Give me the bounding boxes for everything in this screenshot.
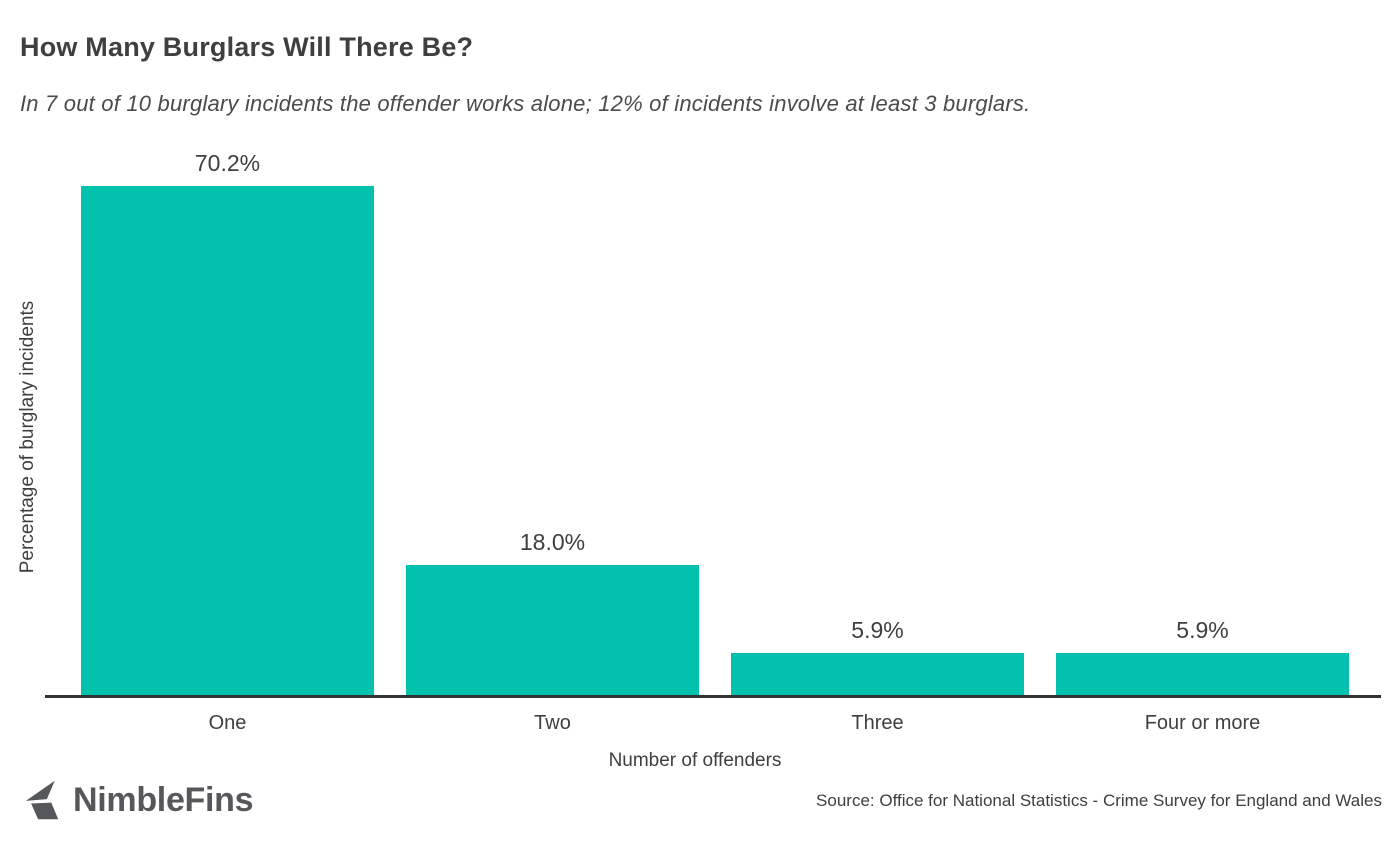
nimblefins-fin-icon (25, 780, 59, 820)
category-label-two: Two (534, 712, 571, 734)
category-label-one: One (208, 712, 247, 734)
category-label-three: Three (851, 712, 904, 734)
bar-three (731, 653, 1024, 696)
x-axis-line (45, 695, 1381, 698)
x-axis-title: Number of offenders (608, 750, 782, 771)
bar-two (406, 565, 699, 696)
y-axis-label: Percentage of burglary incidents (17, 300, 38, 574)
brand-name: NimbleFins (73, 780, 254, 819)
value-label-three: 5.9% (851, 617, 904, 643)
value-label-four-or-more: 5.9% (1176, 617, 1229, 643)
source-attribution: Source: Office for National Statistics -… (816, 791, 1382, 810)
chart-subtitle: In 7 out of 10 burglary incidents the of… (20, 91, 1031, 116)
bar-four-or-more (1056, 653, 1349, 696)
plot-area: 70.2% 18.0% 5.9% 5.9% (45, 140, 1380, 696)
brand-logo: NimbleFins (18, 778, 254, 822)
chart-title: How Many Burglars Will There Be? (20, 32, 474, 62)
bar-one (81, 186, 374, 696)
value-label-two: 18.0% (519, 529, 586, 555)
category-label-four-or-more: Four or more (1144, 712, 1261, 734)
value-label-one: 70.2% (194, 150, 261, 176)
